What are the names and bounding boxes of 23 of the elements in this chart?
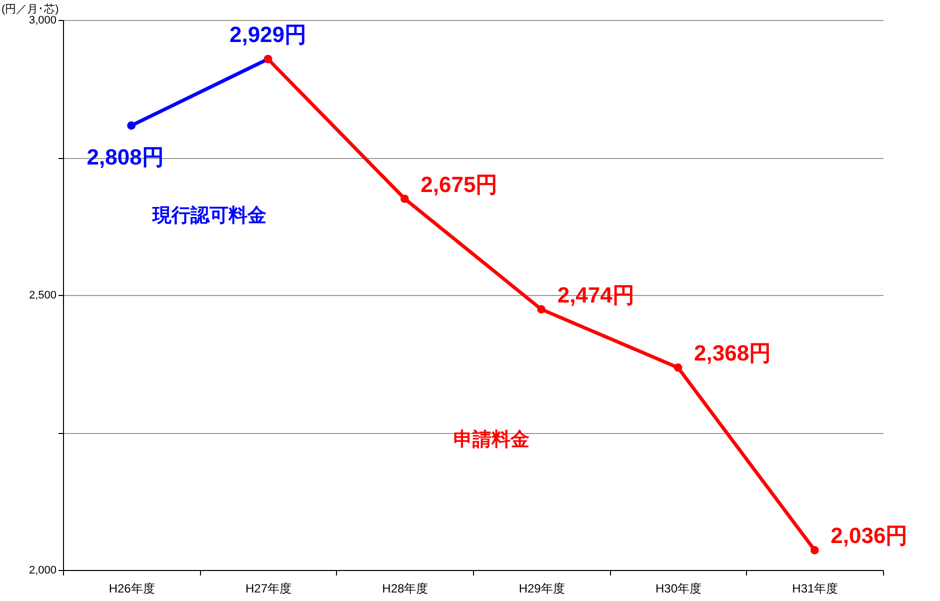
point: [127, 121, 136, 130]
data-label: 2,036円: [830, 523, 908, 548]
y-tick-label: 2,000: [28, 564, 56, 576]
data-label: 2,929円: [229, 22, 307, 48]
x-tick-label: H31年度: [792, 582, 838, 596]
y-tick-label: 3,000: [28, 14, 56, 26]
x-tick-label: H30年度: [655, 582, 702, 596]
x-tick-label: H28年度: [382, 582, 428, 596]
point: [537, 305, 546, 314]
data-label: 2,808円: [86, 144, 164, 170]
point: [400, 194, 409, 203]
point: [810, 546, 819, 554]
data-label: 2,368円: [694, 340, 772, 366]
data-label: 2,675円: [420, 172, 498, 197]
point: [674, 363, 682, 372]
y-axis-title: (円／月･芯): [2, 4, 59, 16]
x-tick-label: H27年度: [245, 582, 292, 596]
x-tick-label: H29年度: [518, 582, 565, 596]
x-tick-label: H26年度: [108, 582, 155, 596]
text: 申請料金: [453, 428, 530, 450]
text: 現行認可料金: [151, 204, 266, 227]
data-label: 2,474円: [557, 282, 634, 308]
y-tick-label: 2,500: [28, 290, 56, 302]
